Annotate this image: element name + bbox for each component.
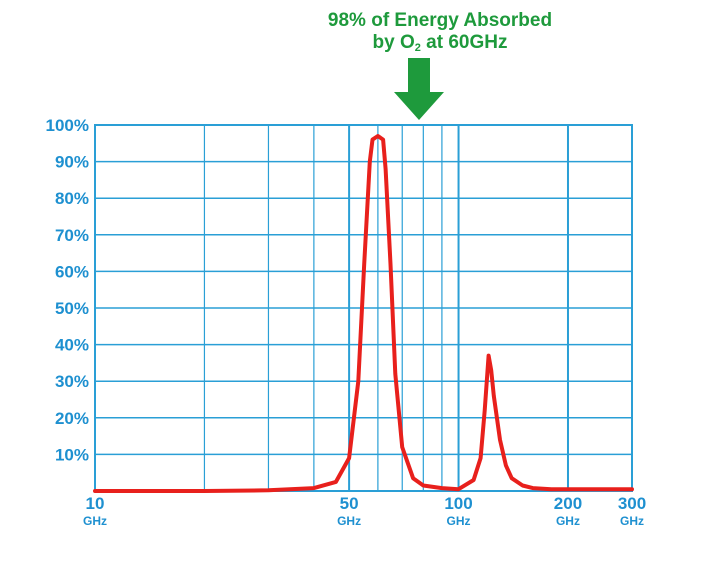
y-tick-label: 90% <box>55 153 89 172</box>
x-tick-label: 50 <box>340 494 359 513</box>
y-tick-label: 10% <box>55 445 89 464</box>
x-tick-unit: GHz <box>447 514 471 528</box>
x-tick-label: 200 <box>554 494 582 513</box>
x-tick-label: 300 <box>618 494 646 513</box>
x-tick-unit: GHz <box>83 514 107 528</box>
y-tick-label: 80% <box>55 189 89 208</box>
absorption-curve <box>93 134 634 493</box>
down-arrow-icon <box>394 58 444 120</box>
x-tick-label: 100 <box>444 494 472 513</box>
annotation-line-2: by O2 at 60GHz <box>372 32 508 54</box>
chart-annotation: 98% of Energy Absorbed by O2 at 60GHz <box>230 10 650 59</box>
x-tick-unit: GHz <box>620 514 644 528</box>
y-tick-label: 30% <box>55 372 89 391</box>
x-tick-unit: GHz <box>337 514 361 528</box>
y-tick-label: 60% <box>55 262 89 281</box>
chart-grid <box>94 124 633 492</box>
y-tick-label: 100% <box>46 116 89 135</box>
y-tick-label: 50% <box>55 299 89 318</box>
y-axis: 10% 20% 30% 40% 50% 60% 70% 80% 90% 100% <box>46 116 89 464</box>
x-tick-unit: GHz <box>556 514 580 528</box>
y-tick-label: 40% <box>55 336 89 355</box>
x-tick-label: 10 <box>86 494 105 513</box>
y-tick-label: 20% <box>55 409 89 428</box>
y-tick-label: 70% <box>55 226 89 245</box>
annotation-line-1: 98% of Energy Absorbed <box>327 10 553 31</box>
